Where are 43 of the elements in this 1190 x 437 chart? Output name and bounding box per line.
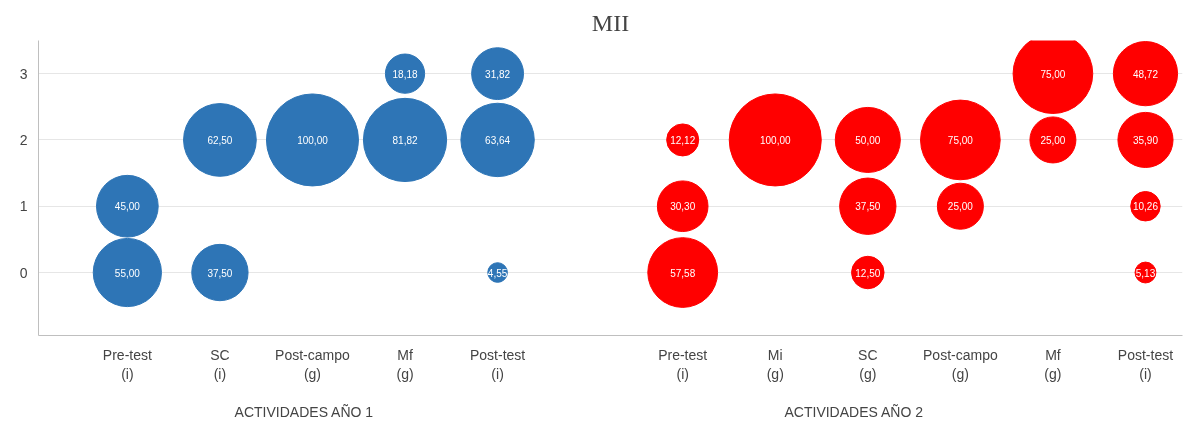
x-tick-label: Mf (g) bbox=[1044, 346, 1062, 382]
x-tick-label: Mi (g) bbox=[766, 346, 784, 382]
text: ACTIVIDADES AÑO 2 bbox=[784, 403, 924, 420]
data-label: 30,30 bbox=[670, 201, 696, 213]
data-label: 55,00 bbox=[114, 267, 141, 279]
x-tick-label: Post-campo (g) bbox=[275, 346, 351, 382]
data-label: 5,13 bbox=[1135, 267, 1156, 279]
x-tick-label: Post-test (i) bbox=[469, 346, 526, 382]
x-tick-label: Pre-test (i) bbox=[658, 346, 708, 382]
data-label: 12,50 bbox=[855, 267, 881, 279]
data-label: 45,00 bbox=[114, 201, 141, 213]
data-label: 63,64 bbox=[485, 134, 511, 146]
data-label: 81,82 bbox=[392, 134, 418, 146]
data-label: 100,00 bbox=[297, 134, 329, 146]
data-label: 75,00 bbox=[1040, 68, 1066, 80]
data-label: 37,50 bbox=[855, 201, 881, 213]
data-label: 50,00 bbox=[855, 134, 881, 146]
x-tick-label: Post-campo (g) bbox=[923, 346, 998, 382]
data-label: 25,00 bbox=[1040, 134, 1066, 146]
x-tick-label: Post-test (i) bbox=[1117, 346, 1174, 382]
data-label: 10,26 bbox=[1132, 201, 1159, 213]
x-tick-label: Pre-test (i) bbox=[102, 346, 152, 382]
x-tick-label: Mf (g) bbox=[396, 346, 414, 382]
y-tick-label: 2 bbox=[19, 131, 28, 148]
data-label: 12,12 bbox=[670, 134, 696, 146]
data-label: 62,50 bbox=[207, 134, 233, 146]
data-label: 57,58 bbox=[670, 267, 696, 279]
data-label: 35,90 bbox=[1132, 134, 1159, 146]
x-tick-label: SC (i) bbox=[210, 346, 230, 382]
data-label: 31,82 bbox=[485, 68, 511, 80]
data-label: 4,55 bbox=[487, 267, 508, 279]
data-label: 25,00 bbox=[947, 201, 974, 213]
text: ACTIVIDADES AÑO 1 bbox=[234, 403, 374, 420]
chart-title: MII bbox=[591, 9, 630, 36]
data-label: 18,18 bbox=[392, 68, 418, 80]
data-label: 48,72 bbox=[1132, 68, 1159, 80]
y-tick-label: 3 bbox=[19, 65, 28, 82]
x-tick-label: SC (g) bbox=[858, 346, 878, 382]
data-label: 75,00 bbox=[947, 134, 974, 146]
y-tick-label: 1 bbox=[19, 198, 28, 215]
data-label: 37,50 bbox=[207, 267, 233, 279]
data-label: 100,00 bbox=[759, 134, 791, 146]
y-tick-label: 0 bbox=[19, 264, 28, 281]
